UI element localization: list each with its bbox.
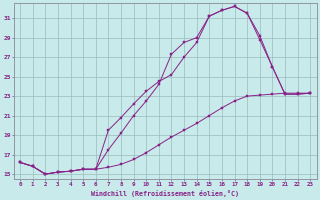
X-axis label: Windchill (Refroidissement éolien,°C): Windchill (Refroidissement éolien,°C) — [91, 190, 239, 197]
